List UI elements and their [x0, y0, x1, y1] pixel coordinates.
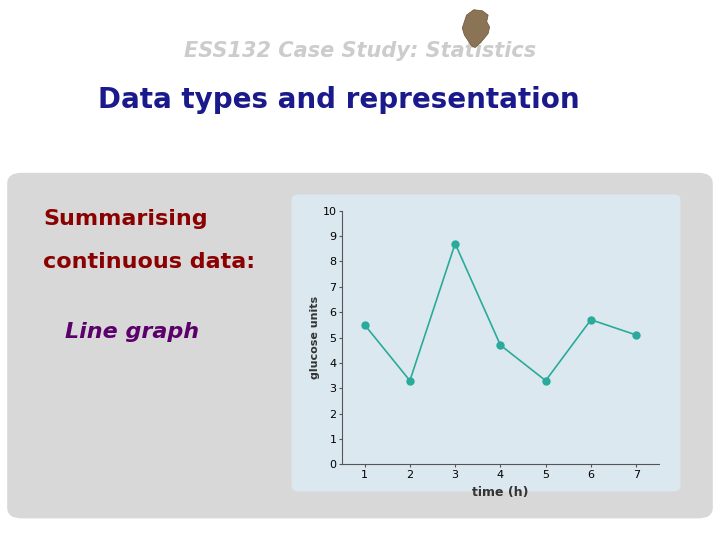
X-axis label: time (h): time (h)	[472, 485, 528, 498]
FancyBboxPatch shape	[7, 173, 713, 518]
Y-axis label: glucose units: glucose units	[310, 296, 320, 379]
FancyBboxPatch shape	[292, 194, 680, 491]
Text: Line graph: Line graph	[65, 322, 199, 342]
Polygon shape	[462, 10, 490, 48]
Text: continuous data:: continuous data:	[43, 252, 256, 272]
Text: ESS132 Case Study: Statistics: ESS132 Case Study: Statistics	[184, 41, 536, 62]
Text: Summarising: Summarising	[43, 208, 208, 229]
Text: Data types and representation: Data types and representation	[98, 86, 579, 114]
